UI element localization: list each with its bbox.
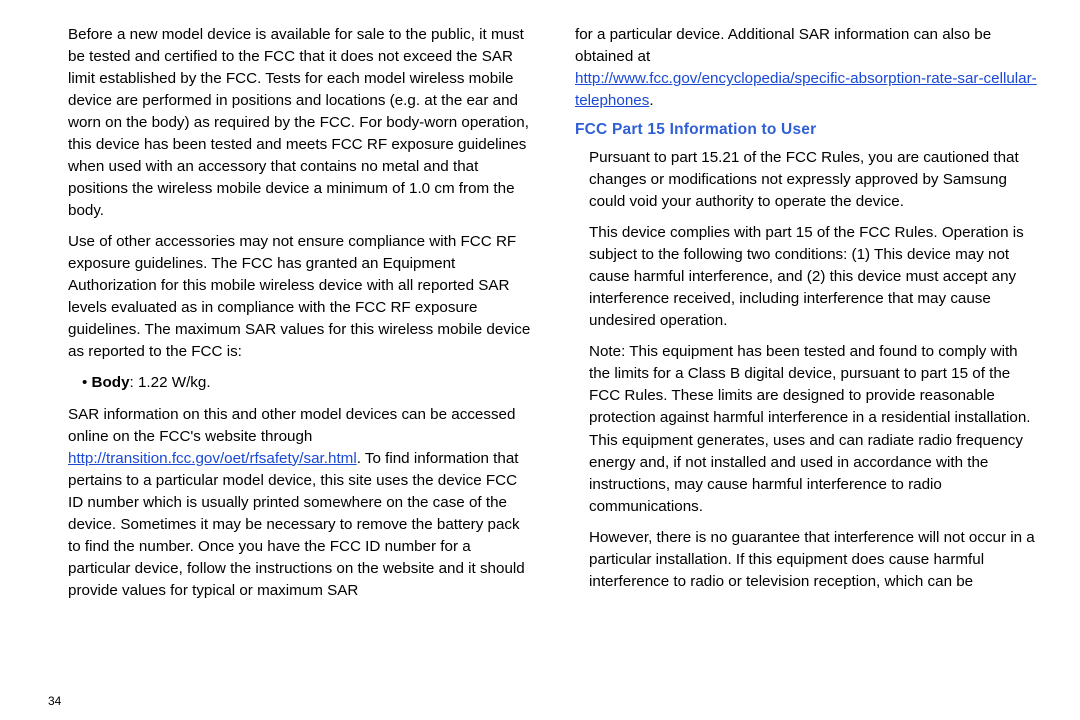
- fcc-encyclopedia-link[interactable]: http://www.fcc.gov/encyclopedia/specific…: [575, 70, 1037, 109]
- body-text: for a particular device. Additional SAR …: [575, 24, 1040, 112]
- section-heading: FCC Part 15 Information to User: [575, 121, 1040, 139]
- sar-value: : 1.22 W/kg.: [130, 374, 211, 391]
- text: . To find information that pertains to a…: [68, 450, 525, 599]
- body-text: SAR information on this and other model …: [68, 404, 533, 602]
- text: SAR information on this and other model …: [68, 406, 515, 445]
- text: .: [649, 92, 653, 109]
- section-body: Pursuant to part 15.21 of the FCC Rules,…: [575, 147, 1040, 593]
- sar-bullet: Body: 1.22 W/kg.: [68, 372, 533, 394]
- left-column: Before a new model device is available f…: [68, 24, 533, 710]
- body-text: Pursuant to part 15.21 of the FCC Rules,…: [589, 147, 1040, 213]
- body-text: Use of other accessories may not ensure …: [68, 231, 533, 363]
- sar-label: Body: [92, 374, 130, 391]
- document-page: Before a new model device is available f…: [0, 0, 1080, 720]
- text: for a particular device. Additional SAR …: [575, 26, 991, 65]
- body-text: This device complies with part 15 of the…: [589, 222, 1040, 332]
- right-column: for a particular device. Additional SAR …: [575, 24, 1040, 710]
- page-number: 34: [48, 694, 61, 708]
- body-text: Before a new model device is available f…: [68, 24, 533, 222]
- body-text: Note: This equipment has been tested and…: [589, 341, 1040, 517]
- body-text: However, there is no guarantee that inte…: [589, 527, 1040, 593]
- fcc-transition-link[interactable]: http://transition.fcc.gov/oet/rfsafety/s…: [68, 450, 357, 467]
